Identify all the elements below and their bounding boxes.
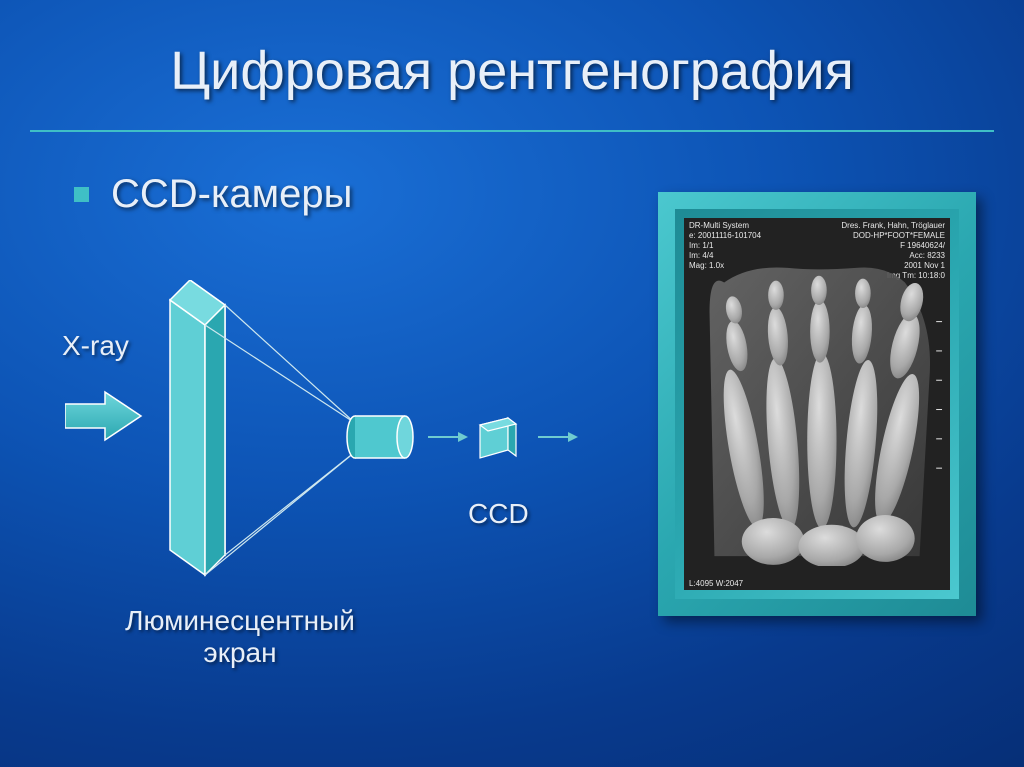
xray-image: DR-Multi System e: 20011116-101704 Im: 1… <box>684 218 950 590</box>
ccd-diagram: X-ray <box>60 280 600 650</box>
screen-side <box>205 305 225 575</box>
slide: Цифровая рентгенография CCD-камеры X-ray <box>0 0 1024 767</box>
bullet-row: CCD-камеры <box>74 172 352 217</box>
diagram-svg <box>60 280 600 650</box>
xray-header: DR-Multi System e: 20011116-101704 Im: 1… <box>684 218 950 268</box>
bullet-icon <box>74 187 89 202</box>
xray-image-frame: DR-Multi System e: 20011116-101704 Im: 1… <box>658 192 976 616</box>
ccd-label: CCD <box>468 498 529 530</box>
slide-title: Цифровая рентгенография <box>0 40 1024 102</box>
screen-label-line1: Люминесцентный <box>125 605 355 636</box>
xray-header-left: DR-Multi System e: 20011116-101704 Im: 1… <box>689 221 761 265</box>
screen-label: Люминесцентный экран <box>100 605 380 669</box>
bullet-text: CCD-камеры <box>111 172 352 217</box>
screen-label-line2: экран <box>203 637 276 668</box>
xray-foot-svg <box>690 263 944 566</box>
xray-header-right: Dres. Frank, Hahn, Tröglauer DOD-HP*FOOT… <box>841 221 945 265</box>
cone-line <box>225 305 355 423</box>
xray-footer: L:4095 W:2047 <box>689 579 945 588</box>
cone-line <box>225 452 355 555</box>
cone-line <box>205 325 355 423</box>
screen-front <box>170 300 205 575</box>
title-underline <box>30 130 994 132</box>
lens-front <box>397 416 413 458</box>
xray-frame-inner: DR-Multi System e: 20011116-101704 Im: 1… <box>675 209 959 599</box>
xray-footer-left: L:4095 W:2047 <box>689 579 743 588</box>
